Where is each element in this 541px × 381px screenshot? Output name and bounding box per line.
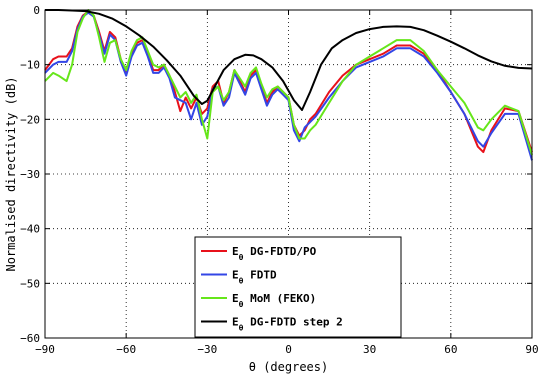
grid bbox=[45, 10, 532, 338]
series-line bbox=[44, 10, 533, 154]
y-tick-label: −60 bbox=[20, 332, 40, 345]
y-tick-label: −50 bbox=[20, 277, 40, 290]
y-tick-labels: 0 −10 −20 −30 −40 −50 −60 bbox=[20, 4, 40, 345]
legend: Eθ DG-FDTD/PO Eθ FDTD Eθ MoM (FEKO) Eθ DG-F… bbox=[194, 236, 402, 338]
y-tick-label: −30 bbox=[20, 168, 40, 181]
x-tick-label: 60 bbox=[444, 343, 457, 356]
y-tick-label: 0 bbox=[33, 4, 40, 17]
series-line bbox=[44, 11, 533, 161]
x-tick-label: −90 bbox=[35, 343, 55, 356]
x-tick-label: 30 bbox=[363, 343, 376, 356]
plot-lines bbox=[44, 9, 533, 161]
x-tick-label: −60 bbox=[116, 343, 136, 356]
legend-box bbox=[194, 236, 402, 338]
legend-label: Eθ DG-FDTD/PO bbox=[232, 245, 317, 262]
y-tick-label: −40 bbox=[20, 223, 40, 236]
x-tick-label: −30 bbox=[197, 343, 217, 356]
legend-label: Eθ FDTD bbox=[232, 269, 277, 286]
x-tick-label: 0 bbox=[285, 343, 292, 356]
series-line bbox=[44, 9, 533, 156]
x-tick-labels: −90 −60 −30 0 30 60 90 bbox=[35, 343, 539, 356]
legend-label: Eθ DG-FDTD step 2 bbox=[232, 316, 343, 333]
x-axis-title: θ (degrees) bbox=[249, 360, 328, 374]
series-line bbox=[45, 9, 533, 111]
y-tick-label: −10 bbox=[20, 59, 40, 72]
x-tick-label: 90 bbox=[525, 343, 538, 356]
legend-label: Eθ MoM (FEKO) bbox=[232, 292, 316, 309]
y-tick-label: −20 bbox=[20, 113, 40, 126]
y-axis-title: Normalised directivity (dB) bbox=[4, 76, 18, 271]
